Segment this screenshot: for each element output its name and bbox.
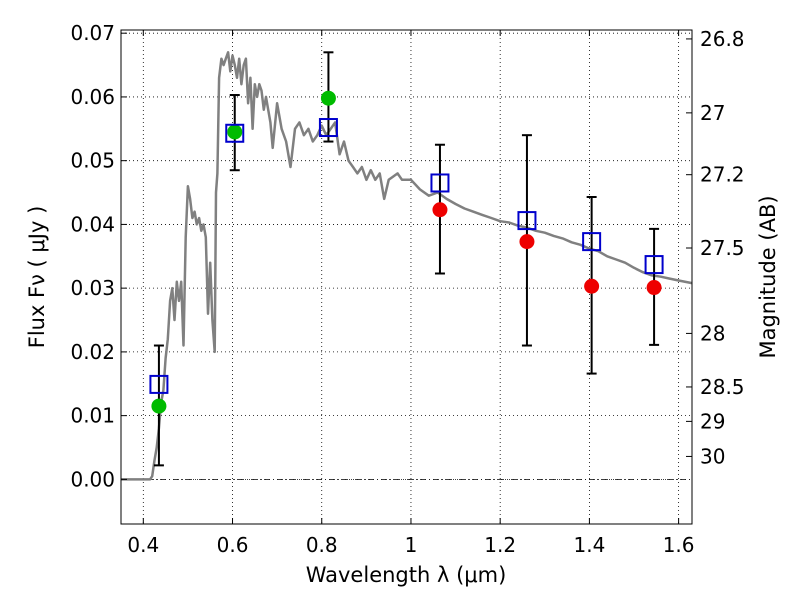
model-photometry-points xyxy=(149,118,664,394)
sed-line xyxy=(121,51,693,481)
plot-frame xyxy=(120,29,693,525)
y-axis-ticks: 0.00 0.01 0.02 0.03 0.04 0.05 0.06 0.07 xyxy=(70,21,127,491)
observed-point xyxy=(519,234,535,250)
magnitude-tick-label: 27.2 xyxy=(700,163,745,187)
model-sed-curve xyxy=(121,51,693,481)
x-axis-title: Wavelength λ (μm) xyxy=(306,563,507,587)
x-tick-label: 0.8 xyxy=(306,533,338,557)
x-tick-label: 1.2 xyxy=(484,533,516,557)
magnitude-axis-ticks: 26.8 27 27.2 27.5 28 28.5 29 30 xyxy=(686,27,745,468)
magnitude-tick-label: 28.5 xyxy=(700,375,745,399)
observed-points xyxy=(151,90,662,414)
y-tick-label: 0.05 xyxy=(70,149,115,173)
y-tick-label: 0.07 xyxy=(70,21,115,45)
x-axis-ticks: 0.4 0.6 0.8 1 1.2 1.4 1.6 xyxy=(127,30,695,557)
y-axis-title: Flux Fν ( μJy ) xyxy=(25,206,49,349)
y-tick-label: 0.02 xyxy=(70,340,115,364)
y-tick-label: 0.01 xyxy=(70,404,115,428)
magnitude-tick-label: 29 xyxy=(700,409,725,433)
magnitude-tick-label: 30 xyxy=(700,444,725,468)
model-photometry-point xyxy=(582,232,602,252)
observed-point xyxy=(320,90,336,106)
observed-point xyxy=(227,124,243,140)
magnitude-tick-label: 27 xyxy=(700,101,725,125)
y-tick-label: 0.04 xyxy=(70,212,115,236)
observed-point xyxy=(432,202,448,218)
model-photometry-point xyxy=(149,374,169,394)
x-tick-label: 0.6 xyxy=(217,533,249,557)
observed-point xyxy=(646,280,662,296)
observed-point xyxy=(151,398,167,414)
model-photometry-point xyxy=(318,118,338,138)
x-tick-label: 1.4 xyxy=(573,533,605,557)
x-tick-label: 1.6 xyxy=(663,533,695,557)
x-tick-label: 1 xyxy=(405,533,418,557)
y-tick-label: 0.06 xyxy=(70,85,115,109)
magnitude-tick-label: 26.8 xyxy=(700,27,745,51)
magnitude-tick-label: 27.5 xyxy=(700,236,745,260)
model-photometry-point xyxy=(644,255,664,275)
magnitude-axis-title: Magnitude (AB) xyxy=(756,195,780,358)
y-tick-label: 0.00 xyxy=(70,467,115,491)
model-photometry-point xyxy=(225,123,245,143)
model-photometry-point xyxy=(517,211,537,231)
observed-point xyxy=(584,278,600,294)
x-tick-label: 0.4 xyxy=(127,533,159,557)
model-photometry-point xyxy=(430,173,450,193)
y-tick-label: 0.03 xyxy=(70,276,115,300)
magnitude-tick-label: 28 xyxy=(700,321,725,345)
